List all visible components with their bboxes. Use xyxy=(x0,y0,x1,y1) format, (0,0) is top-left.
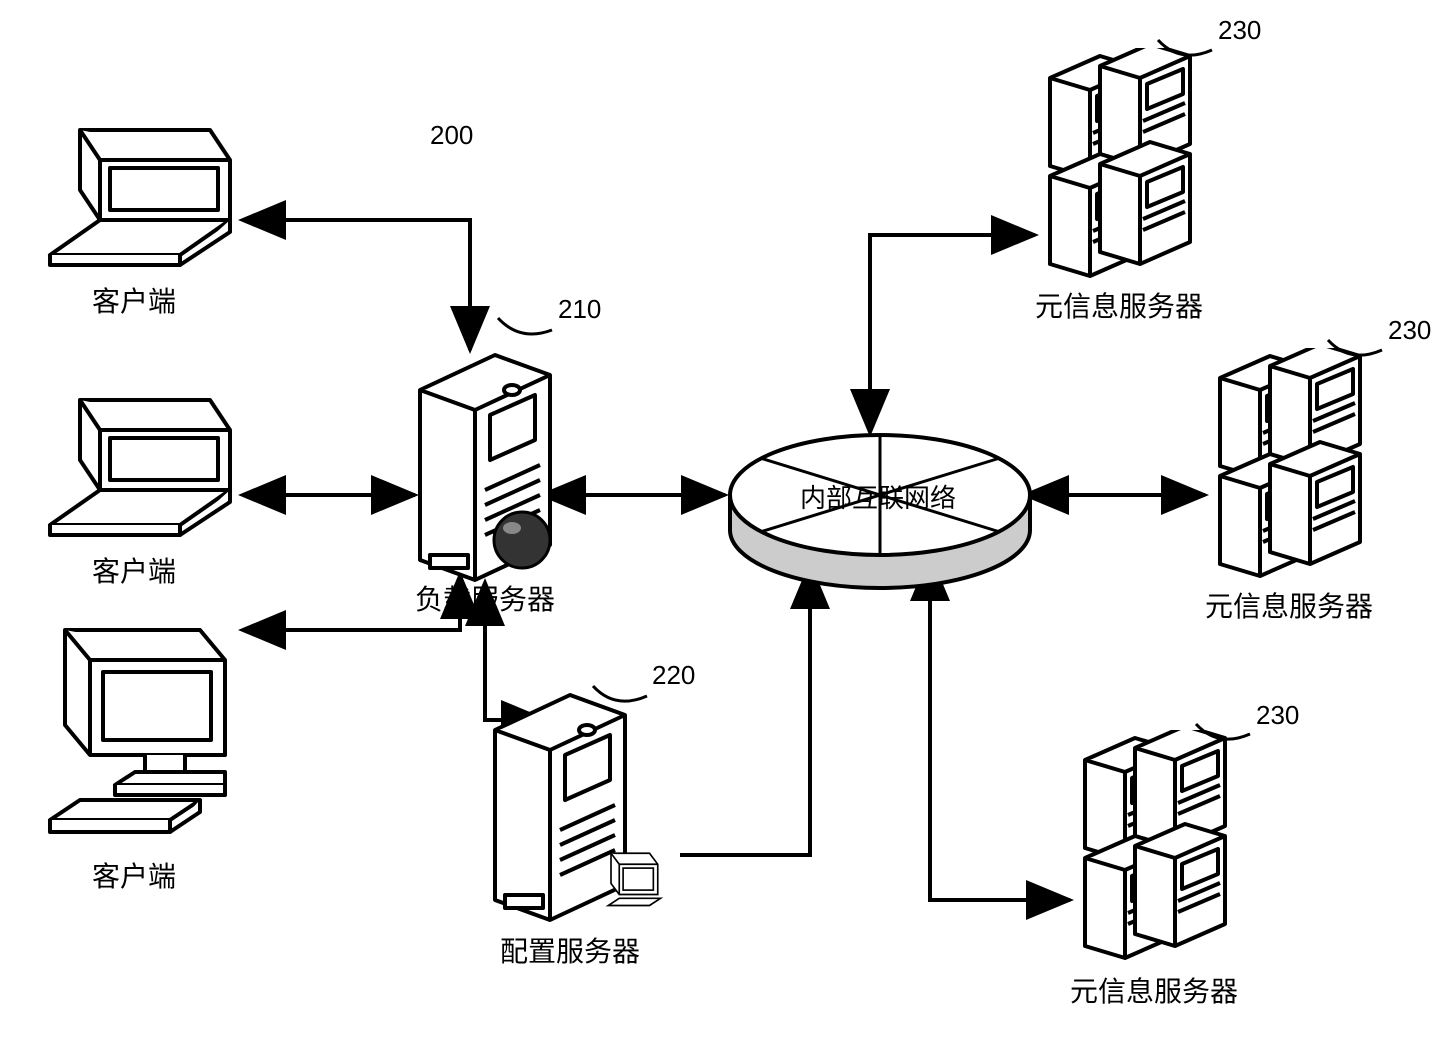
load-server-icon xyxy=(400,350,570,600)
meta1-icon xyxy=(1035,48,1205,278)
network-label: 内部互联网络 xyxy=(800,478,956,515)
client2-icon xyxy=(35,385,245,555)
client3-icon xyxy=(25,610,245,860)
load-server-ref-arc xyxy=(490,300,570,360)
meta3-ref-arc xyxy=(1188,706,1268,766)
meta2-icon xyxy=(1205,348,1375,578)
meta1-ref-arc xyxy=(1150,22,1230,82)
config-server-ref-arc xyxy=(585,668,665,728)
diagram-canvas: 200 xyxy=(0,0,1441,1055)
client1-icon xyxy=(35,115,245,285)
meta2-ref-arc xyxy=(1320,322,1400,382)
